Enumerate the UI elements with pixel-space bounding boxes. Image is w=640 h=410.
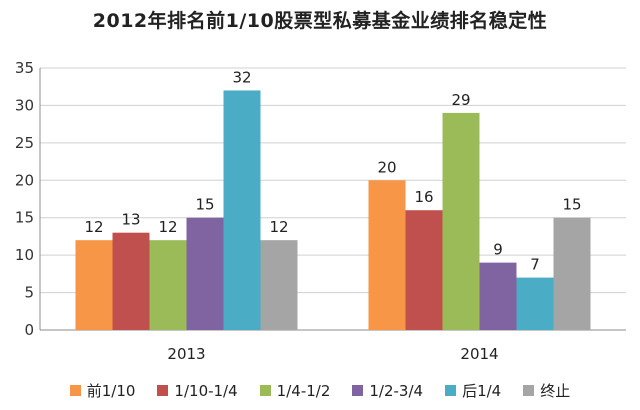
y-tick-label: 35 <box>15 59 34 77</box>
bar-2013-2 <box>149 240 187 330</box>
y-tick-label: 20 <box>15 171 34 189</box>
data-label: 7 <box>530 256 540 274</box>
bar-2013-1 <box>112 232 150 330</box>
data-label: 32 <box>232 68 251 86</box>
legend-label: 终止 <box>540 382 571 400</box>
data-label: 13 <box>121 211 140 229</box>
data-label: 12 <box>84 218 103 236</box>
bar-2014-2 <box>442 112 480 331</box>
legend-label: 1/2-3/4 <box>369 381 424 400</box>
bar-2013-0 <box>75 240 113 330</box>
bar-2014-5 <box>553 217 591 330</box>
y-tick-label: 25 <box>15 134 34 152</box>
legend-label: 1/10-1/4 <box>174 381 238 400</box>
chart-title: 2012年排名前1/10股票型私募基金业绩排名稳定性 <box>92 10 548 32</box>
y-tick-label: 30 <box>15 96 34 114</box>
bar-2013-4 <box>223 90 261 330</box>
bar-2014-4 <box>516 277 554 330</box>
legend-label: 前1/10 <box>86 382 136 400</box>
legend-swatch <box>157 385 169 396</box>
y-tick-label: 5 <box>24 284 34 302</box>
legend-swatch <box>69 385 81 396</box>
data-label: 15 <box>562 196 581 214</box>
bar-2014-0 <box>368 180 406 330</box>
plot-area: 0 5 10 15 20 25 30 35 12 13 12 15 32 12 2013 20 16 29 9 7 15… <box>15 59 626 363</box>
x-tick-label: 2013 <box>167 345 205 363</box>
data-label: 20 <box>377 158 396 176</box>
legend: 前1/10 1/10-1/4 1/4-1/2 1/2-3/4 后1/4 终止 <box>0 380 640 401</box>
bar-2013-5 <box>260 240 298 330</box>
legend-swatch <box>352 385 364 396</box>
legend-label: 1/4-1/2 <box>276 381 331 400</box>
legend-item: 1/2-3/4 <box>352 380 423 401</box>
data-label: 9 <box>493 241 503 259</box>
legend-item: 1/10-1/4 <box>157 380 238 401</box>
bar-2014-1 <box>405 210 443 330</box>
bar-2014-3 <box>479 262 517 330</box>
x-tick-label: 2014 <box>460 345 498 363</box>
legend-item: 前1/10 <box>69 380 136 401</box>
legend-swatch <box>445 385 457 396</box>
legend-item: 终止 <box>523 380 570 401</box>
legend-item: 1/4-1/2 <box>259 380 331 401</box>
bar-2013-3 <box>186 217 224 330</box>
data-label: 29 <box>451 91 470 109</box>
y-tick-label: 10 <box>15 246 34 264</box>
y-tick-label: 0 <box>24 321 34 339</box>
legend-label: 后1/4 <box>462 382 502 400</box>
legend-swatch <box>259 385 271 396</box>
legend-swatch <box>523 385 535 396</box>
data-label: 16 <box>414 188 433 206</box>
y-tick-label: 15 <box>15 209 34 227</box>
legend-item: 后1/4 <box>445 380 501 401</box>
data-label: 15 <box>195 196 214 214</box>
data-label: 12 <box>269 218 288 236</box>
data-label: 12 <box>158 218 177 236</box>
